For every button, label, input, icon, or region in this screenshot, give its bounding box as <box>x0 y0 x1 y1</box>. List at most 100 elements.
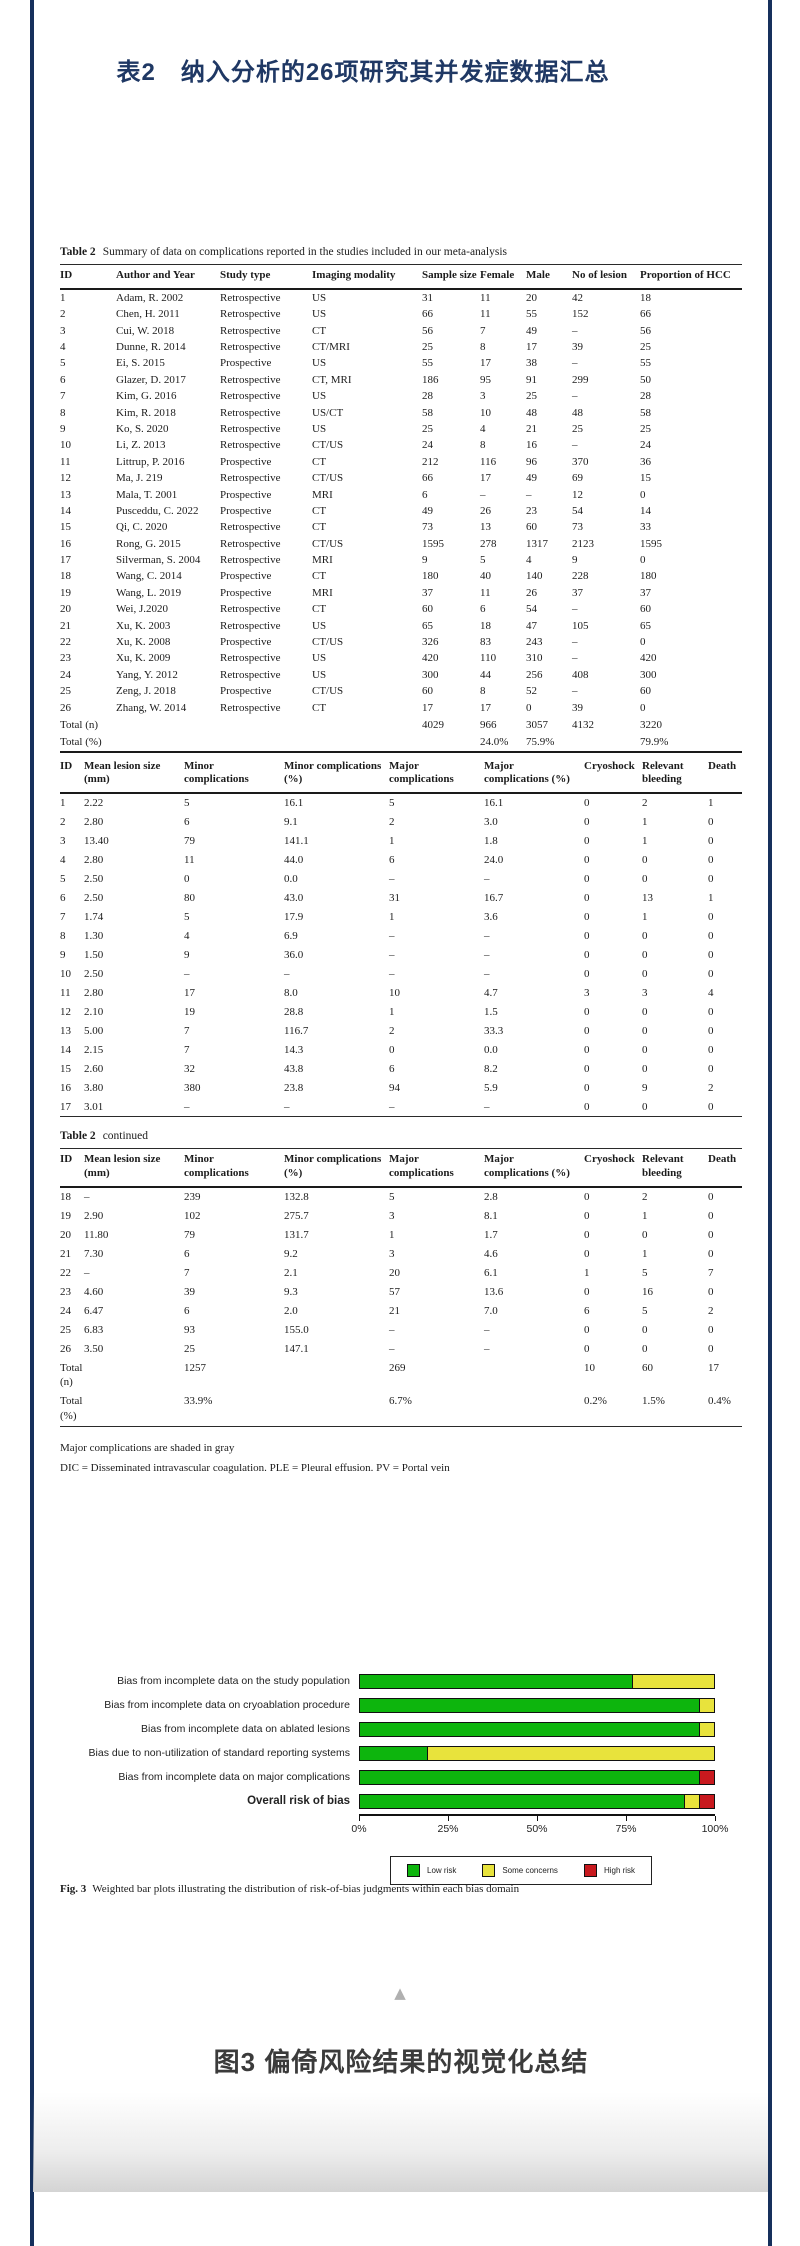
table-cell: 278 <box>480 537 497 550</box>
table-cell: 80 <box>184 892 195 905</box>
table-cell: 9 <box>184 948 190 961</box>
table-footnotes: Major complications are shaded in gray D… <box>60 1438 742 1479</box>
table-cell: 2.10 <box>84 1005 104 1018</box>
table-cell: Ko, S. 2020 <box>116 422 169 435</box>
table-cell: 105 <box>572 619 589 632</box>
table-cell: – <box>84 1267 90 1280</box>
table-cell: 28 <box>422 390 433 403</box>
table-cell: 3.0 <box>484 816 498 829</box>
table-cell: 22 <box>60 1267 71 1280</box>
up-triangle-icon: ▲ <box>394 1984 406 2002</box>
table-cell: CT, MRI <box>312 373 352 386</box>
table2-caption: Table 2 Summary of data on complications … <box>60 246 742 258</box>
table-row: 10 Li, Z. 2013 Retrospective CT/US 24 8 16 – 24 <box>60 437 742 453</box>
table-row: 7 Kim, G. 2016 Retrospective US 28 3 25 – 28 <box>60 388 742 404</box>
table-cell: 0 <box>708 1229 714 1242</box>
table-cell: 1257 <box>184 1361 206 1374</box>
table-cell: CT/MRI <box>312 341 350 354</box>
table-cell: 16.1 <box>284 797 304 810</box>
table-cell: Zeng, J. 2018 <box>116 685 176 698</box>
table-cell: Xu, K. 2008 <box>116 636 171 649</box>
table-cell: 2 <box>60 308 66 321</box>
table-row: 18 Wang, C. 2014 Prospective CT 180 40 140 228 1… <box>60 568 742 584</box>
table-cell: 23 <box>60 1286 71 1298</box>
table-cell: Retrospective <box>220 422 281 435</box>
table-cell: 10 <box>389 986 400 999</box>
table-cell: 2.50 <box>84 967 104 980</box>
axis-tick-label: 75% <box>615 1823 637 1835</box>
table-cell: 299 <box>572 373 589 386</box>
table-cell: 37 <box>640 586 651 599</box>
table-row: 1 2.22 5 16.1 5 16.1 0 2 1 <box>60 793 742 813</box>
bar-segment-some-concerns <box>427 1746 714 1760</box>
table-cell: 6 <box>184 1248 190 1261</box>
table-cell: 75.9% <box>526 736 555 749</box>
table-cell: 49 <box>526 324 537 337</box>
table-cell: – <box>572 390 578 403</box>
continued-bold: Table 2 <box>60 1130 96 1143</box>
table-cell: 28 <box>640 390 651 403</box>
table-cell: 0 <box>708 929 714 942</box>
legend-item: Some concerns <box>482 1864 558 1877</box>
table-cell: 0 <box>708 1062 714 1075</box>
table-cell <box>220 733 312 751</box>
table-cell: 1 <box>60 797 66 810</box>
bar-segment-low-risk <box>360 1722 699 1736</box>
footnote-shading: Major complications are shaded in gray <box>60 1441 235 1454</box>
table-cell: 0 <box>584 948 590 961</box>
table-cell: 0 <box>584 854 590 867</box>
column-header: Male <box>526 263 572 290</box>
table-row: 22– 7 2.1 20 6.1 1 5 7 <box>60 1264 742 1283</box>
table-cell: Wei, J.2020 <box>116 603 168 616</box>
table-cell: US <box>312 652 327 665</box>
axis-tick <box>715 1816 716 1821</box>
table-cell: – <box>572 357 578 370</box>
table-cell: 2.80 <box>84 816 104 829</box>
table-cell: 17 <box>480 701 491 714</box>
column-header: Female <box>480 263 526 290</box>
legend-item: Low risk <box>407 1864 456 1877</box>
table-row: 2 Chen, H. 2011 Retrospective US 66 11 55 152 66 <box>60 306 742 322</box>
table-cell: 9 <box>642 1081 648 1094</box>
table-cell: 25 <box>422 422 433 435</box>
table-cell: 6 <box>60 892 66 905</box>
table-cell: Littrup, P. 2016 <box>116 455 185 468</box>
table-cell <box>116 733 220 751</box>
table-cell: 0 <box>708 816 714 829</box>
table-cell: 0 <box>584 873 590 886</box>
table-cell: 33.9% <box>184 1395 213 1408</box>
table-row: 24 Yang, Y. 2012 Retrospective US 300 44 256 40… <box>60 667 742 683</box>
column-header: Minor complications <box>184 1148 284 1188</box>
table-cell: 0 <box>584 816 590 829</box>
table-cell: 0 <box>640 701 646 714</box>
table-row: 1 Adam, R. 2002 Retrospective US 31 11 20 42 18 <box>60 289 742 306</box>
column-header: Major complications <box>389 1148 484 1188</box>
table-cell: 14 <box>60 504 71 517</box>
column-header: ID <box>60 755 84 794</box>
table-cell: Retrospective <box>220 472 281 485</box>
table-cell: 1317 <box>526 537 548 550</box>
table-cell: 7 <box>184 1024 190 1037</box>
table-cell: 0 <box>584 1342 590 1355</box>
table-cell: 4.6 <box>484 1248 498 1261</box>
table-cell: 3057 <box>526 718 548 731</box>
bar-segment-high-risk <box>698 1770 714 1784</box>
table-cell: US/CT <box>312 406 344 419</box>
table-cell: 19 <box>60 586 71 599</box>
column-header: Major complications (%) <box>484 1148 584 1188</box>
left-border-line <box>30 0 34 2246</box>
table-cell: 0 <box>708 1342 714 1355</box>
table-cell: 0.0 <box>484 1043 498 1056</box>
table-cell: 48 <box>526 406 537 419</box>
table-cell <box>84 1392 184 1426</box>
table-cell: 8 <box>480 341 486 354</box>
table-cell: 300 <box>640 668 657 681</box>
table-cell: Silverman, S. 2004 <box>116 554 201 567</box>
table-cell: 26 <box>480 504 491 517</box>
table-cell: 10 <box>584 1361 595 1374</box>
table-cell: 0 <box>708 911 714 923</box>
table-cell: 14.3 <box>284 1043 304 1056</box>
table-cell: 22 <box>60 636 71 649</box>
table-cell: 2 <box>642 797 648 810</box>
table-cell: Retrospective <box>220 537 281 550</box>
